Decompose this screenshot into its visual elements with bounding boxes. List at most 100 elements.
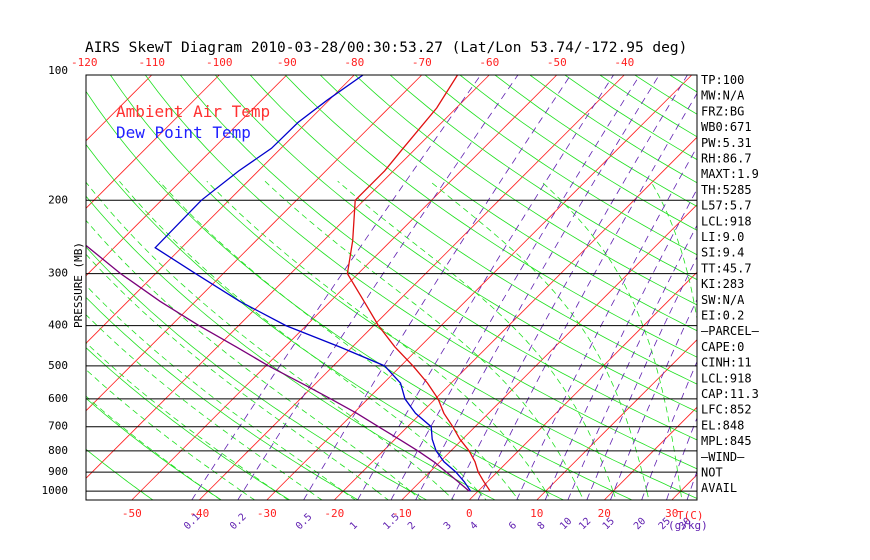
index-item: —PARCEL— [701,324,760,338]
dry-adiabat-line [110,75,697,499]
moist-adiabat-line [119,180,479,492]
mixing-ratio-label: 8 [536,520,548,532]
bottom-temperature-axis: -50 -40 -30 -20 -10 0 10 20 30 [122,507,679,520]
dry-adiabat-line [775,75,870,500]
dry-adiabat-line [354,75,697,306]
pressure-label: 500 [48,359,68,372]
index-item: WB0:671 [701,120,752,134]
isotherm-line [603,406,697,500]
mixing-ratio-line [237,75,519,500]
index-item: NOT [701,466,723,480]
top-temp-tick-label: -70 [412,56,432,69]
mixing-ratio-label: 0.2 [228,512,249,533]
bottom-axis-unit-label: T(C) [677,509,704,522]
moist-adiabat-line [264,180,580,492]
bottom-temp-tick-label: -40 [189,507,209,520]
mixing-ratio-label: 1 [348,520,360,532]
pressure-label: 200 [48,193,68,206]
mixing-ratio-line [516,146,697,500]
index-item: LI:9.0 [701,230,744,244]
index-item: LCL:918 [701,214,752,228]
pressure-label: 300 [48,267,68,280]
mixing-ratio-label: 10 [558,516,574,532]
top-temp-tick-label: -120 [71,56,98,69]
isotherm-line [131,75,558,500]
index-item: SW:N/A [701,293,745,307]
pressure-label: 1000 [42,484,69,497]
mixing-ratio-line [357,75,614,500]
index-item: MPL:845 [701,434,752,448]
mixing-ratio-line [544,188,697,500]
moist-adiabat-line [410,490,422,500]
ambient-air-temp-line [346,75,491,492]
isotherm-line [0,75,17,500]
bottom-temp-tick-label: 10 [530,507,543,520]
moist-adiabat-line [429,180,648,492]
dry-adiabat-line [669,75,697,93]
pressure-label: 700 [48,420,68,433]
mixing-ratio-line [746,75,870,500]
moist-adiabat-line [86,314,310,492]
dew-point-temp-line [154,75,472,492]
moist-adiabat-line [578,491,584,500]
bottom-temp-tick-label: 20 [598,507,611,520]
isotherm-line [536,339,697,500]
isotherm-line [739,75,870,500]
index-item: LFC:852 [701,403,752,417]
moist-adiabat-line [86,181,445,492]
dry-adiabat-line [86,90,633,500]
index-item: SI:9.4 [701,246,744,260]
bottom-temp-tick-label: -30 [257,507,277,520]
dry-adiabat-line [740,75,870,500]
index-item: TP:100 [701,73,744,87]
dry-adiabat-line [459,75,697,231]
moist-adiabat-line [86,342,276,492]
stability-indices-panel: TP:100MW:N/AFRZ:BGWB0:671PW:5.31RH:86.7M… [701,73,760,495]
dry-adiabat-line [86,143,564,500]
isotherm-line [807,75,870,500]
pressure-label: 600 [48,392,68,405]
dry-adiabat-line [86,448,154,500]
dry-adiabat-line [86,246,427,500]
moist-adiabat-line [511,490,519,500]
legend: Ambient Air Temp Dew Point Temp [116,102,270,142]
top-temp-tick-label: -80 [344,56,364,69]
index-item: CAPE:0 [701,340,744,354]
mixing-ratio-label: 6 [507,520,519,532]
index-item: FRZ:BG [701,104,744,118]
dry-adiabat-line [284,75,697,358]
moist-adiabat-line [86,395,209,492]
dry-adiabat-line [389,75,697,281]
isotherm-line [86,75,288,277]
index-item: TT:45.7 [701,261,752,275]
index-item: EI:0.2 [701,309,744,323]
mixing-ratio-label: 4 [468,520,480,532]
isotherm-line [86,75,220,209]
index-item: CINH:11 [701,356,752,370]
pressure-label: 400 [48,319,68,332]
dry-adiabat-line [86,296,359,500]
mixing-ratio-line [191,75,482,500]
bottom-temp-tick-label: 0 [466,507,473,520]
moist-adiabat-line [337,180,614,492]
dry-adiabat-line [529,75,697,184]
moist-adiabat-line [680,491,683,500]
mixing-ratio-label: 2 [406,520,418,532]
isotherm-line [86,75,423,412]
index-item: EL:848 [701,418,744,432]
moist-adiabat-line [612,491,617,500]
mixing-ratio-line [666,416,697,500]
mixing-ratio-label: 12 [577,516,593,532]
mixing-ratio-line [567,224,697,500]
bottom-temp-tick-label: -50 [122,507,142,520]
pressure-label: 100 [48,64,68,77]
index-item: CAP:11.3 [701,387,759,401]
plot-frame [85,74,698,501]
bottom-temp-tick-label: -20 [324,507,344,520]
parcel-path-line [86,244,470,492]
top-temp-tick-label: -40 [614,56,634,69]
pressure-label: 900 [48,465,68,478]
moist-adiabat-line [159,180,513,492]
index-item: RH:86.7 [701,152,752,166]
